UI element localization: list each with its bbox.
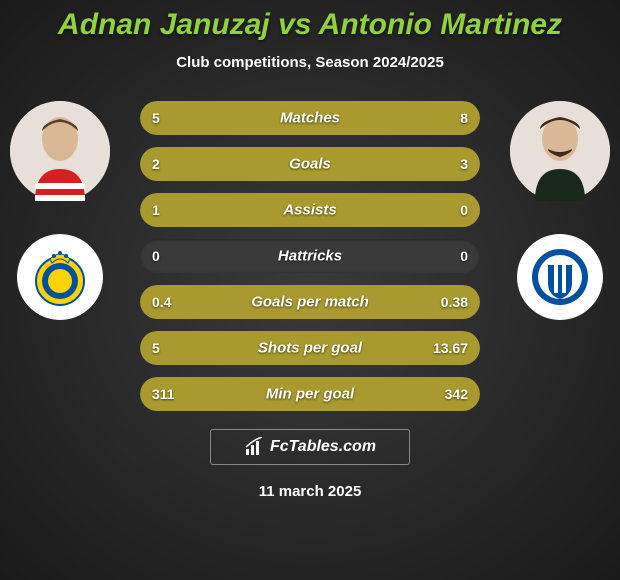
footer-logo: FcTables.com — [210, 429, 410, 465]
footer-logo-text: FcTables.com — [270, 438, 376, 456]
stat-value-right: 342 — [445, 386, 468, 402]
stat-value-right: 3 — [460, 156, 468, 172]
stat-row: 5 13.67 Shots per goal — [140, 331, 480, 365]
stat-fill-left — [140, 147, 276, 181]
comparison-title: Adnan Januzaj vs Antonio Martinez — [0, 0, 620, 42]
player-right-avatar — [510, 101, 610, 201]
stat-value-right: 13.67 — [433, 340, 468, 356]
comparison-content: 58Matches23Goals10Assists00Hattricks0.40… — [0, 101, 620, 411]
stat-row: 5 8 Matches — [140, 101, 480, 135]
stat-label: Goals — [289, 156, 331, 173]
stat-value-right: 0 — [460, 248, 468, 264]
date-label: 11 march 2025 — [0, 483, 620, 500]
stat-value-left: 5 — [152, 340, 160, 356]
stat-value-right: 0.38 — [441, 294, 468, 310]
stat-label: Goals per match — [251, 294, 369, 311]
stat-row: 1 0 Assists — [140, 193, 480, 227]
stat-value-left: 311 — [152, 386, 175, 402]
stat-value-left: 5 — [152, 110, 160, 126]
player-left-avatar — [10, 101, 110, 201]
stat-label: Shots per goal — [258, 340, 362, 357]
club-right-badge — [517, 234, 603, 320]
stat-value-left: 2 — [152, 156, 160, 172]
stat-row: 2 3 Goals — [140, 147, 480, 181]
stat-row: 0.4 0.38 Goals per match — [140, 285, 480, 319]
stat-value-left: 0 — [152, 248, 160, 264]
stat-row: 311 342 Min per goal — [140, 377, 480, 411]
stat-value-left: 0.4 — [152, 294, 171, 310]
stat-label: Hattricks — [278, 248, 342, 265]
comparison-subtitle: Club competitions, Season 2024/2025 — [0, 54, 620, 71]
stat-label: Matches — [280, 110, 340, 127]
stat-row: 0 0 Hattricks — [140, 239, 480, 273]
stat-value-right: 8 — [460, 110, 468, 126]
club-left-badge — [17, 234, 103, 320]
stats-bars: 58Matches23Goals10Assists00Hattricks0.40… — [140, 101, 480, 411]
stat-value-left: 1 — [152, 202, 160, 218]
stat-label: Assists — [283, 202, 336, 219]
stat-value-right: 0 — [460, 202, 468, 218]
stat-label: Min per goal — [266, 386, 354, 403]
